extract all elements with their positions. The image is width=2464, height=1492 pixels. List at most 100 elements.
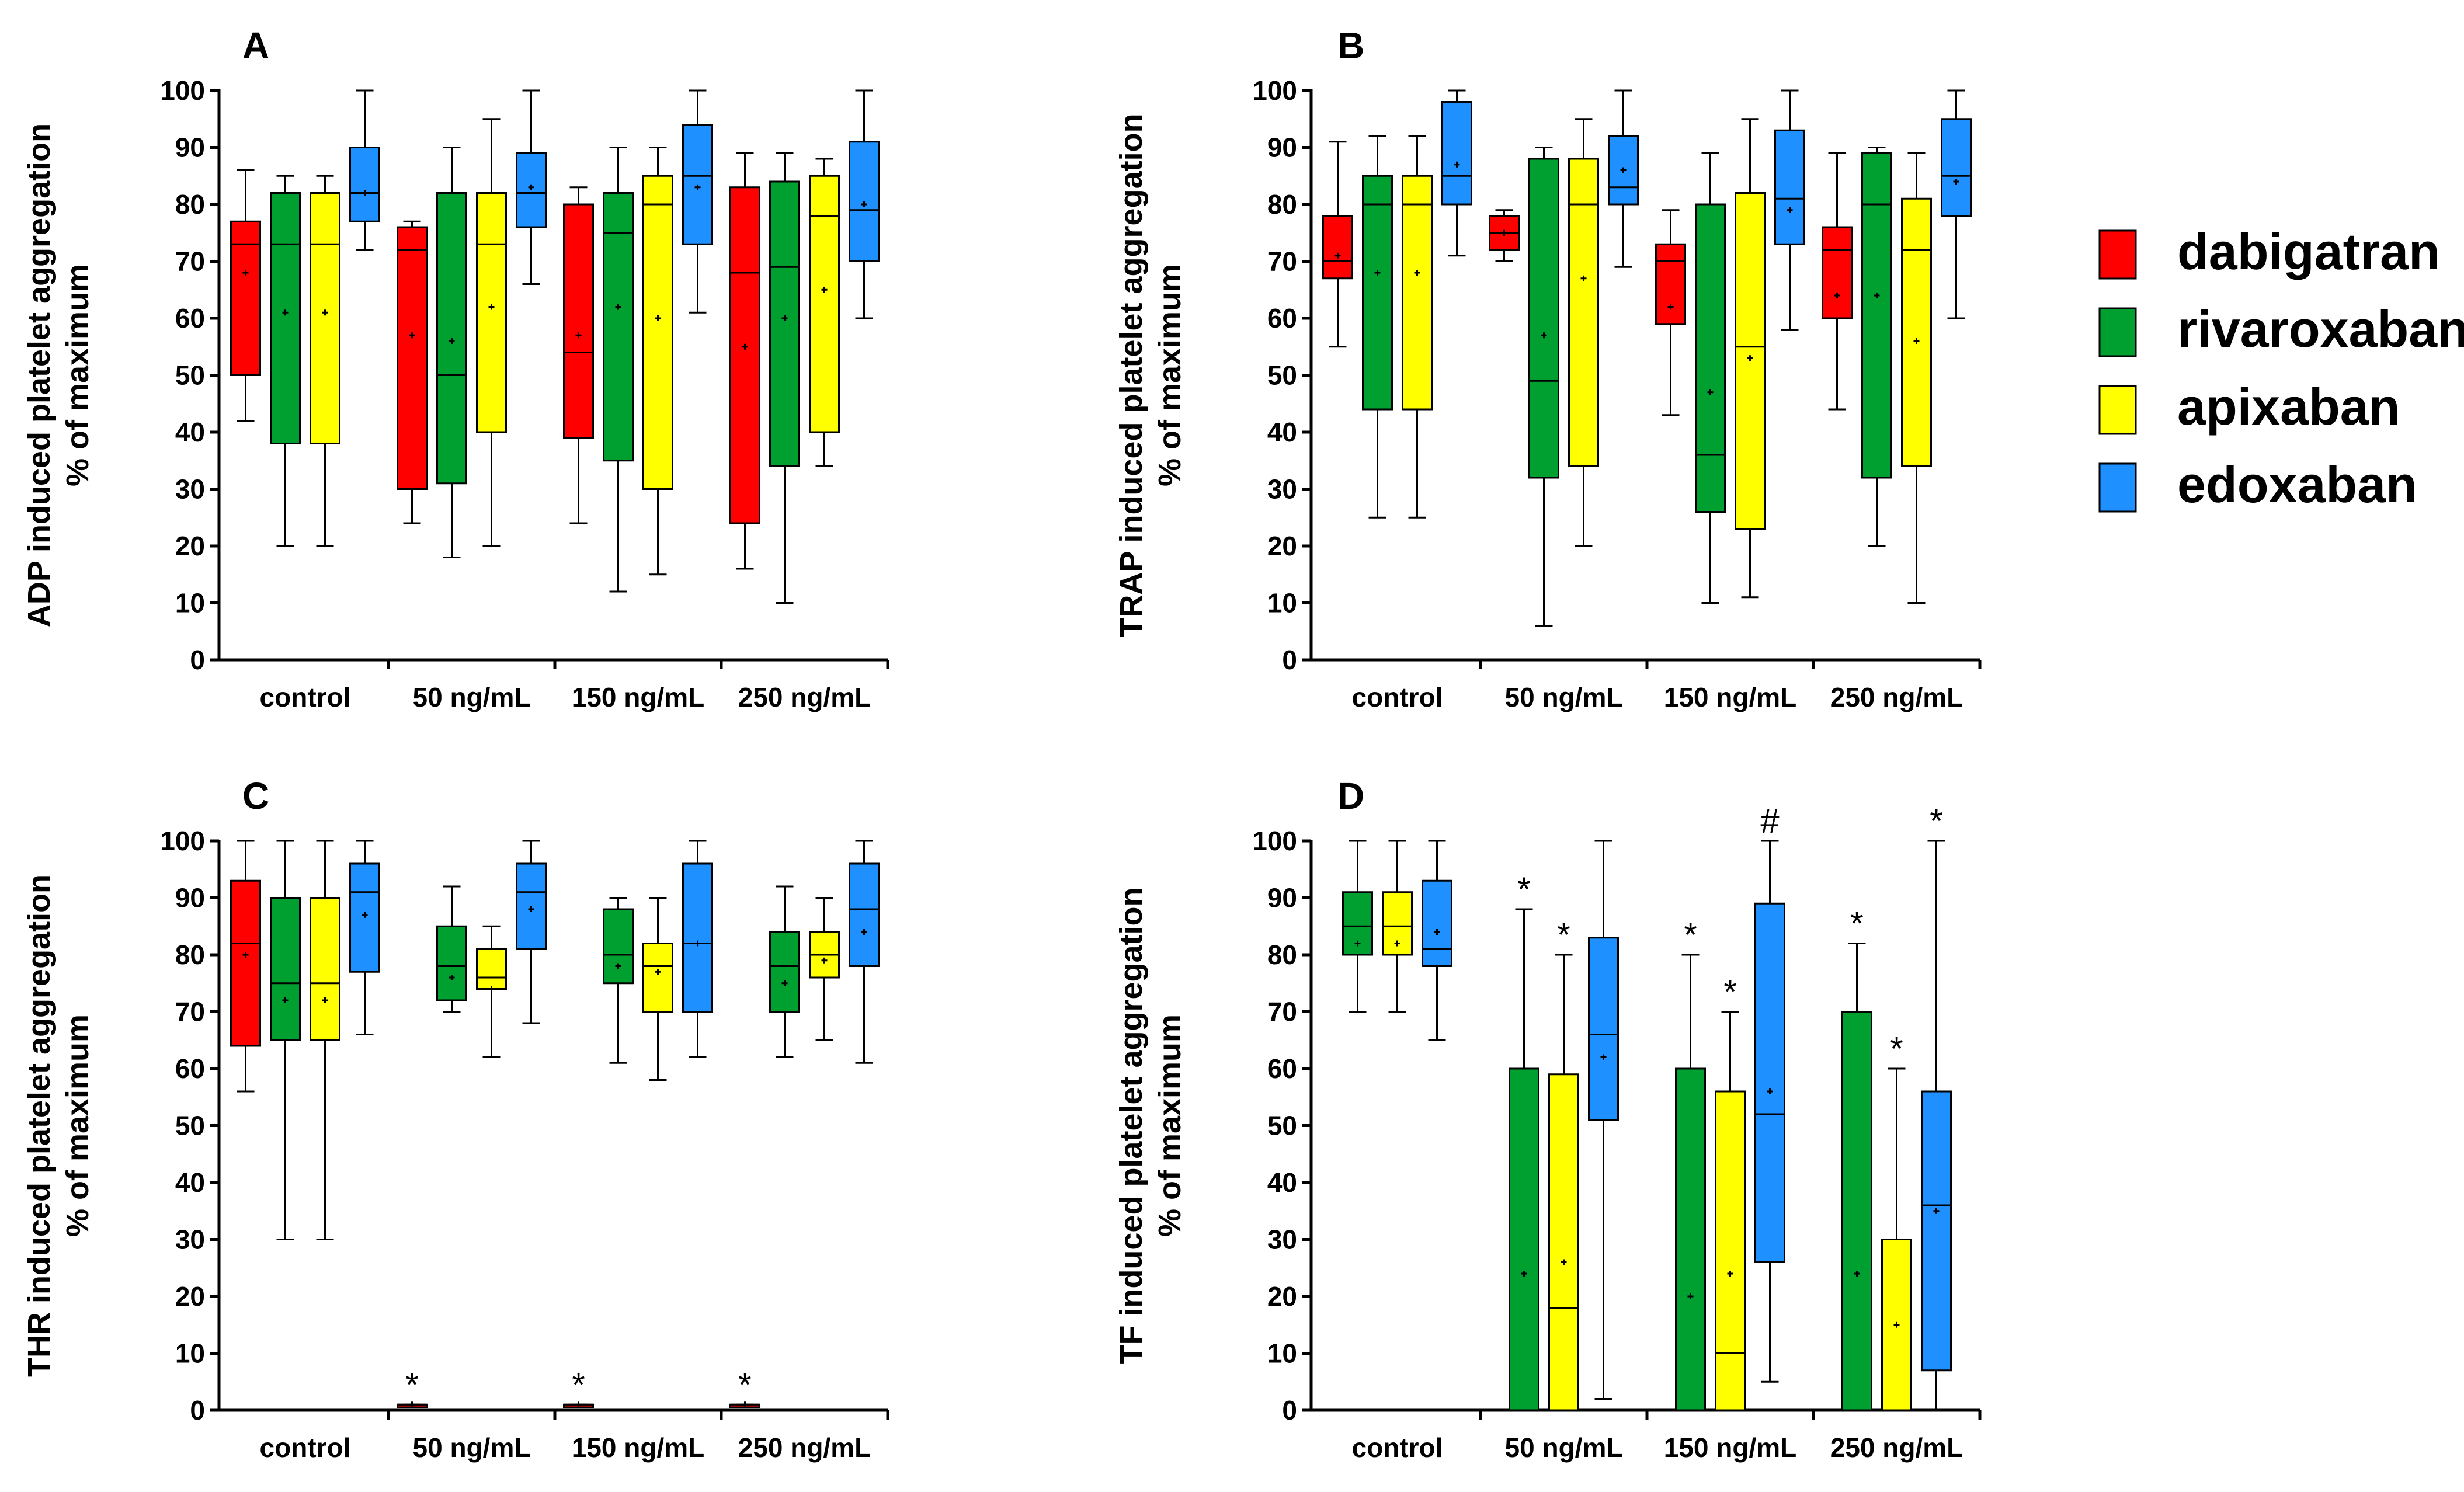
y-tick-label: 80 [175,940,205,970]
box-dabigatran [397,1401,428,1408]
panel-a: A ADP induced platelet aggregation% of ma… [22,25,889,712]
box-iqr [1588,937,1619,1121]
box-apixaban [310,840,340,1240]
y-axis-label: TF induced platelet aggregation [1114,887,1149,1364]
box-iqr [230,220,261,376]
box-rivaroxaban [769,152,800,604]
box-iqr [230,879,261,1047]
y-tick-label: 100 [1252,826,1297,856]
significance-mark: * [572,1366,585,1404]
significance-mark: * [1890,1030,1903,1068]
box-apixaban [642,147,673,576]
y-tick-label: 0 [1282,1395,1297,1425]
box-apixaban [809,897,840,1041]
box-iqr [809,175,840,433]
y-tick-label: 70 [1267,246,1297,277]
box-edoxaban [516,840,547,1024]
y-tick-label: 30 [1267,474,1297,505]
y-tick-label: 10 [175,588,205,618]
box-dabigatran [1489,209,1520,262]
box-rivaroxaban [1528,147,1559,627]
box-apixaban [1881,1067,1912,1411]
box-edoxaban [1608,89,1639,268]
significance-mark: * [1684,916,1697,954]
box-dabigatran [563,1401,594,1408]
legend-label-rivaroxaban: rivaroxaban [2177,300,2464,358]
panel-b: B TRAP induced platelet aggregation% of m… [1114,25,1982,712]
y-tick-label: 80 [1267,940,1297,970]
box-rivaroxaban [1841,943,1872,1411]
box-dabigatran [729,1401,760,1408]
box-edoxaban [349,89,380,251]
box-apixaban [1382,840,1413,1013]
x-tick-label: 50 ng/mL [1505,682,1623,712]
y-tick-label: 0 [190,1395,205,1425]
box-edoxaban [1941,89,1972,319]
box-rivaroxaban [1695,152,1726,604]
x-tick-label: 250 ng/mL [1830,1432,1963,1463]
box-iqr [603,908,634,985]
box-iqr [769,180,800,467]
box-iqr [1509,1067,1539,1411]
box-edoxaban [1422,840,1452,1041]
y-tick-label: 60 [175,303,205,333]
y-tick-label: 50 [175,1111,205,1141]
y-tick-label: 100 [160,826,205,856]
box-apixaban [1735,118,1766,599]
y-tick-label: 0 [1282,645,1297,675]
box-apixaban [310,175,340,547]
legend-label-dabigatran: dabigatran [2177,222,2440,280]
panel-letter: C [242,775,269,817]
box-dabigatran [563,186,594,524]
box-iqr [476,948,507,990]
box-dabigatran [1322,141,1353,348]
box-iqr [1675,1067,1706,1411]
box-iqr [603,192,634,462]
box-iqr [1941,118,1972,217]
box-apixaban [476,925,507,1058]
y-tick-label: 70 [1267,997,1297,1027]
box-iqr [1774,129,1805,245]
box-apixaban [1901,152,1932,604]
box-rivaroxaban [1861,147,1892,547]
box-rivaroxaban [769,885,800,1058]
legend-swatch-apixaban [2098,385,2137,435]
y-tick-label: 10 [1267,588,1297,618]
box-edoxaban [682,840,713,1058]
box-iqr [270,192,301,444]
box-edoxaban [682,89,713,314]
box-iqr [1548,1073,1579,1411]
y-tick-label: 90 [175,883,205,913]
x-tick-label: 50 ng/mL [413,1432,531,1463]
box-edoxaban [1921,840,1952,1411]
y-tick-label: 40 [1267,417,1297,447]
panel-letter: A [242,25,269,67]
x-tick-label: 150 ng/mL [1664,1432,1797,1463]
y-tick-label: 60 [175,1053,205,1084]
box-iqr [1754,902,1785,1263]
box-apixaban [1568,118,1599,547]
box-iqr [682,862,713,1013]
y-tick-label: 100 [160,75,205,106]
x-tick-label: 150 ng/mL [572,682,705,712]
y-tick-label: 70 [175,246,205,277]
panel-c: C THR induced platelet aggregation% of ma… [22,775,889,1463]
y-tick-label: 30 [175,474,205,505]
panel-letter: D [1337,775,1364,817]
x-tick-label: 250 ng/mL [738,682,871,712]
box-iqr [1528,158,1559,479]
box-iqr [476,192,507,433]
x-tick-label: control [1352,682,1443,712]
x-tick-label: control [260,1432,351,1463]
box-iqr [310,897,340,1041]
box-iqr [1422,879,1452,967]
box-iqr [1921,1090,1952,1372]
box-dabigatran [230,840,261,1093]
significance-mark: * [405,1366,419,1404]
y-tick-label: 50 [1267,1111,1297,1141]
significance-mark: * [1517,871,1531,909]
x-tick-label: control [260,682,351,712]
box-iqr [769,931,800,1013]
y-axis-label-line2: % of maximum [60,264,95,486]
box-edoxaban [849,89,880,319]
